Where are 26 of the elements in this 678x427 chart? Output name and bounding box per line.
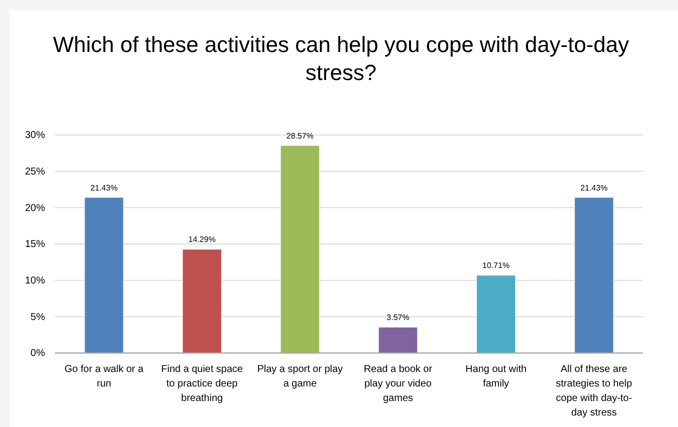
bar [84,196,124,354]
y-tick-label: 0% [30,348,46,360]
x-tick-label: All of these are strategies to help cope with day-to-day stress [556,364,633,418]
y-tick-label: 30% [24,130,46,142]
x-tick-label: Read a book or play your video games [364,364,433,404]
x-tick-label: Go for a walk or a run [64,364,144,390]
bar [476,274,516,354]
data-label: 14.29% [188,235,216,244]
data-label: 3.57% [386,313,410,322]
y-tick-label: 25% [24,166,46,178]
bar [280,144,320,354]
y-tick-label: 5% [30,312,46,323]
x-tick-label: Hang out with family [465,364,527,390]
bar [574,196,614,354]
y-tick-label: 10% [24,276,46,287]
bar [378,326,418,354]
data-label: 21.43% [90,183,118,192]
y-tick-label: 15% [24,239,46,250]
data-label: 21.43% [580,183,608,192]
x-tick-label: Find a quiet space to practice deep breathing [161,364,244,404]
data-label: 10.71% [482,261,510,270]
x-tick-label: Play a sport or play a game [257,364,343,390]
chart-title: Which of these activities can help you cope with day-to-day stress? [53,32,629,85]
bar [182,248,222,354]
y-tick-label: 20% [24,202,46,214]
data-label: 28.57% [286,131,314,140]
